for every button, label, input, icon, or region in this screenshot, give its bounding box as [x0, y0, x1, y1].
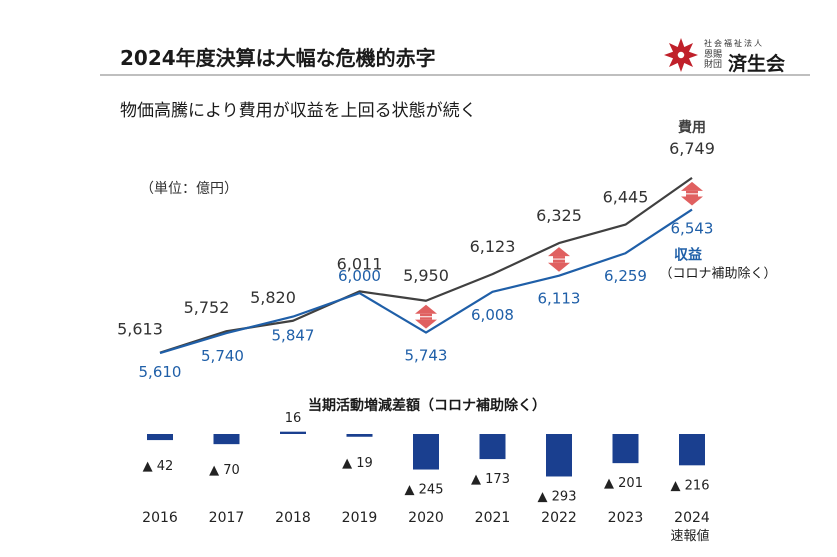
- expense-value-label: 5,950: [403, 266, 449, 285]
- legend-revenue-note: （コロナ補助除く）: [659, 267, 776, 282]
- expense-value-label: 5,613: [117, 320, 163, 339]
- x-axis-label-2024: 2024: [674, 510, 710, 526]
- bar-value-label: ▲ 245: [405, 483, 444, 498]
- gap-arrow-2020: [415, 304, 437, 329]
- bar-value-label: 16: [285, 411, 302, 426]
- bar-2022: [546, 434, 572, 477]
- bar-2019: [346, 434, 373, 437]
- revenue-value-label: 5,740: [201, 347, 244, 365]
- bar-2016: [147, 434, 173, 441]
- x-axis-label-2019: 2019: [342, 510, 378, 526]
- bar-value-label: ▲ 216: [671, 478, 710, 493]
- title-divider: [100, 74, 810, 76]
- expense-value-label: 6,445: [603, 188, 649, 207]
- revenue-value-label: 6,113: [538, 290, 581, 308]
- revenue-value-label: 5,610: [139, 363, 182, 381]
- expense-value-label: 6,011: [337, 254, 383, 273]
- bar-value-label: ▲ 19: [342, 456, 373, 471]
- page-title: 2024年度決算は大幅な危機的赤字: [120, 46, 436, 70]
- x-axis-label-2020: 2020: [408, 510, 444, 526]
- expense-value-label: 6,749: [669, 139, 715, 158]
- x-axis-label-2017: 2017: [209, 510, 245, 526]
- saiseikai-emblem-icon: [664, 38, 698, 72]
- logo-side-text: 恩賜財団: [704, 50, 723, 70]
- bar-value-label: ▲ 201: [604, 476, 643, 491]
- logo-name: 済生会: [728, 53, 786, 75]
- legend-expense: 費用: [678, 119, 706, 136]
- expense-value-label: 5,752: [184, 298, 230, 317]
- revenue-value-label: 6,259: [604, 267, 647, 285]
- bar-2023: [612, 434, 639, 464]
- bar-2017: [213, 434, 240, 445]
- bar-value-label: ▲ 70: [209, 463, 240, 478]
- page-subtitle: 物価高騰により費用が収益を上回る状態が続く: [120, 101, 477, 121]
- revenue-value-label: 6,000: [338, 267, 381, 285]
- expense-value-label: 6,325: [536, 206, 582, 225]
- bar-value-label: ▲ 173: [471, 472, 510, 487]
- gap-arrow-2022: [548, 247, 570, 272]
- saiseikai-logo: 社会福祉法人 恩賜財団 済生会: [662, 36, 812, 76]
- revenue-value-label: 5,743: [405, 347, 448, 365]
- series-line-revenue: [159, 208, 693, 355]
- bar-2021: [479, 434, 506, 460]
- bar-2020: [413, 434, 439, 470]
- legend-revenue: 収益: [674, 247, 702, 264]
- logo-corporation-type: 社会福祉法人: [704, 39, 764, 48]
- revenue-value-label: 6,008: [471, 306, 514, 324]
- bar-chart-title: 当期活動増減差額（コロナ補助除く）: [308, 397, 546, 414]
- expense-value-label: 6,123: [470, 237, 516, 256]
- revenue-value-label: 6,543: [671, 220, 714, 238]
- x-axis-label-2022: 2022: [541, 510, 577, 526]
- x-axis-note-2024: 速報値: [670, 528, 709, 544]
- x-axis-label-2021: 2021: [475, 510, 511, 526]
- revenue-value-label: 5,847: [272, 327, 315, 345]
- bar-value-label: ▲ 293: [538, 489, 577, 504]
- expense-value-label: 5,820: [250, 288, 296, 307]
- x-axis-label-2018: 2018: [275, 510, 311, 526]
- bar-value-label: ▲ 42: [143, 459, 174, 474]
- bar-2024: [679, 434, 705, 466]
- x-axis-label-2016: 2016: [142, 510, 178, 526]
- gap-arrow-2024: [681, 181, 703, 206]
- x-axis-label-2023: 2023: [608, 510, 644, 526]
- unit-label: （単位：億円）: [140, 181, 238, 197]
- bar-2018: [280, 431, 306, 434]
